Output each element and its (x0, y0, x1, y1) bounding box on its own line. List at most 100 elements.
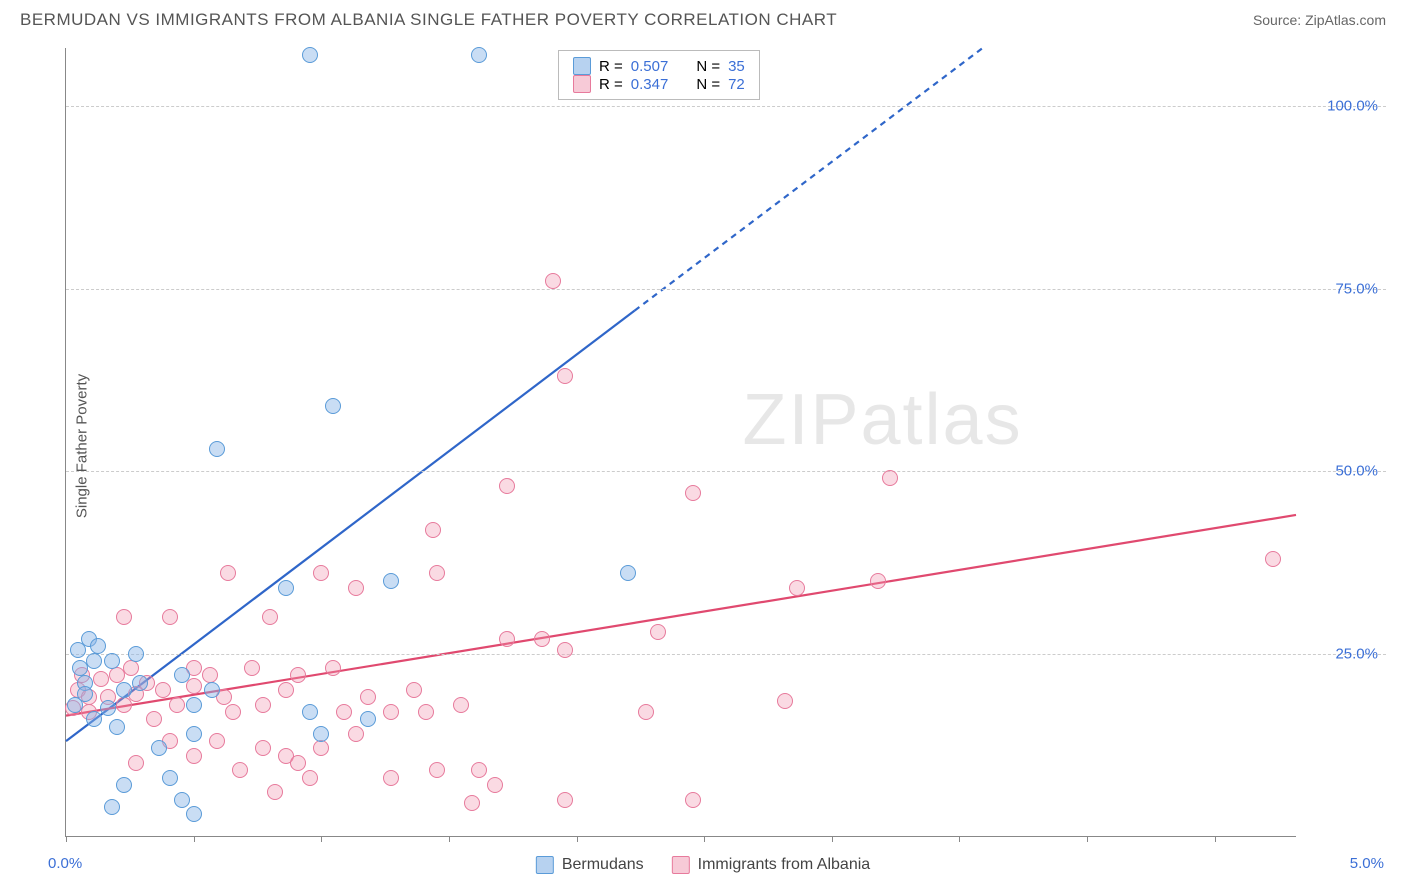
gridline (66, 289, 1386, 290)
data-point (209, 733, 225, 749)
data-point (429, 762, 445, 778)
y-tick-label: 50.0% (1335, 463, 1378, 480)
r-label: R = (599, 58, 623, 75)
data-point (116, 609, 132, 625)
legend-item: Bermudans (536, 856, 644, 874)
header-bar: BERMUDAN VS IMMIGRANTS FROM ALBANIA SING… (0, 0, 1406, 38)
data-point (302, 704, 318, 720)
data-point (313, 565, 329, 581)
data-point (336, 704, 352, 720)
data-point (278, 682, 294, 698)
data-point (360, 711, 376, 727)
trend-lines (66, 48, 1296, 836)
n-label: N = (696, 76, 720, 93)
x-tick (577, 836, 578, 842)
data-point (425, 522, 441, 538)
data-point (174, 792, 190, 808)
data-point (471, 762, 487, 778)
data-point (406, 682, 422, 698)
n-value: 35 (728, 58, 745, 75)
legend-swatch (573, 57, 591, 75)
data-point (186, 726, 202, 742)
x-axis-max-label: 5.0% (1350, 855, 1384, 872)
x-tick (959, 836, 960, 842)
data-point (302, 47, 318, 63)
x-tick (1215, 836, 1216, 842)
data-point (487, 777, 503, 793)
legend-swatch (573, 75, 591, 93)
data-point (186, 697, 202, 713)
plot-area: ZIPatlas R =0.507N =35R =0.347N =72 25.0… (65, 48, 1296, 837)
data-point (109, 719, 125, 735)
data-point (499, 478, 515, 494)
data-point (325, 398, 341, 414)
data-point (151, 740, 167, 756)
stats-legend-row: R =0.347N =72 (573, 75, 745, 93)
data-point (882, 470, 898, 486)
data-point (162, 770, 178, 786)
data-point (255, 740, 271, 756)
data-point (325, 660, 341, 676)
data-point (255, 697, 271, 713)
r-value: 0.507 (631, 58, 669, 75)
data-point (186, 748, 202, 764)
data-point (302, 770, 318, 786)
x-axis-min-label: 0.0% (48, 855, 82, 872)
data-point (146, 711, 162, 727)
data-point (86, 711, 102, 727)
data-point (383, 573, 399, 589)
stats-legend-row: R = 0.507 N = 35 (573, 57, 745, 75)
data-point (123, 660, 139, 676)
data-point (225, 704, 241, 720)
data-point (267, 784, 283, 800)
data-point (464, 795, 480, 811)
data-point (204, 682, 220, 698)
data-point (534, 631, 550, 647)
data-point (104, 653, 120, 669)
data-point (685, 485, 701, 501)
data-point (499, 631, 515, 647)
source-attribution: Source: ZipAtlas.com (1253, 12, 1386, 28)
data-point (186, 806, 202, 822)
data-point (132, 675, 148, 691)
legend-swatch (672, 856, 690, 874)
data-point (290, 667, 306, 683)
watermark-zip: ZIP (743, 380, 861, 460)
data-point (202, 667, 218, 683)
source-name: ZipAtlas.com (1305, 12, 1386, 28)
x-tick (704, 836, 705, 842)
data-point (313, 726, 329, 742)
n-value: 72 (728, 76, 745, 93)
chart-container: ZIPatlas R =0.507N =35R =0.347N =72 25.0… (50, 48, 1386, 837)
data-point (128, 755, 144, 771)
n-label: N = (696, 58, 720, 75)
data-point (116, 682, 132, 698)
data-point (244, 660, 260, 676)
x-tick (449, 836, 450, 842)
data-point (360, 689, 376, 705)
data-point (209, 441, 225, 457)
legend-item: Immigrants from Albania (672, 856, 871, 874)
data-point (557, 642, 573, 658)
gridline (66, 654, 1386, 655)
x-tick (194, 836, 195, 842)
data-point (383, 704, 399, 720)
watermark-atlas: atlas (861, 380, 1023, 460)
data-point (789, 580, 805, 596)
data-point (453, 697, 469, 713)
data-point (220, 565, 236, 581)
data-point (90, 638, 106, 654)
data-point (155, 682, 171, 698)
data-point (429, 565, 445, 581)
source-prefix: Source: (1253, 12, 1305, 28)
r-label: R = (599, 76, 623, 93)
x-tick (1087, 836, 1088, 842)
data-point (777, 693, 793, 709)
data-point (128, 646, 144, 662)
data-point (557, 368, 573, 384)
x-tick (321, 836, 322, 842)
data-point (278, 580, 294, 596)
data-point (104, 799, 120, 815)
data-point (557, 792, 573, 808)
data-point (348, 726, 364, 742)
